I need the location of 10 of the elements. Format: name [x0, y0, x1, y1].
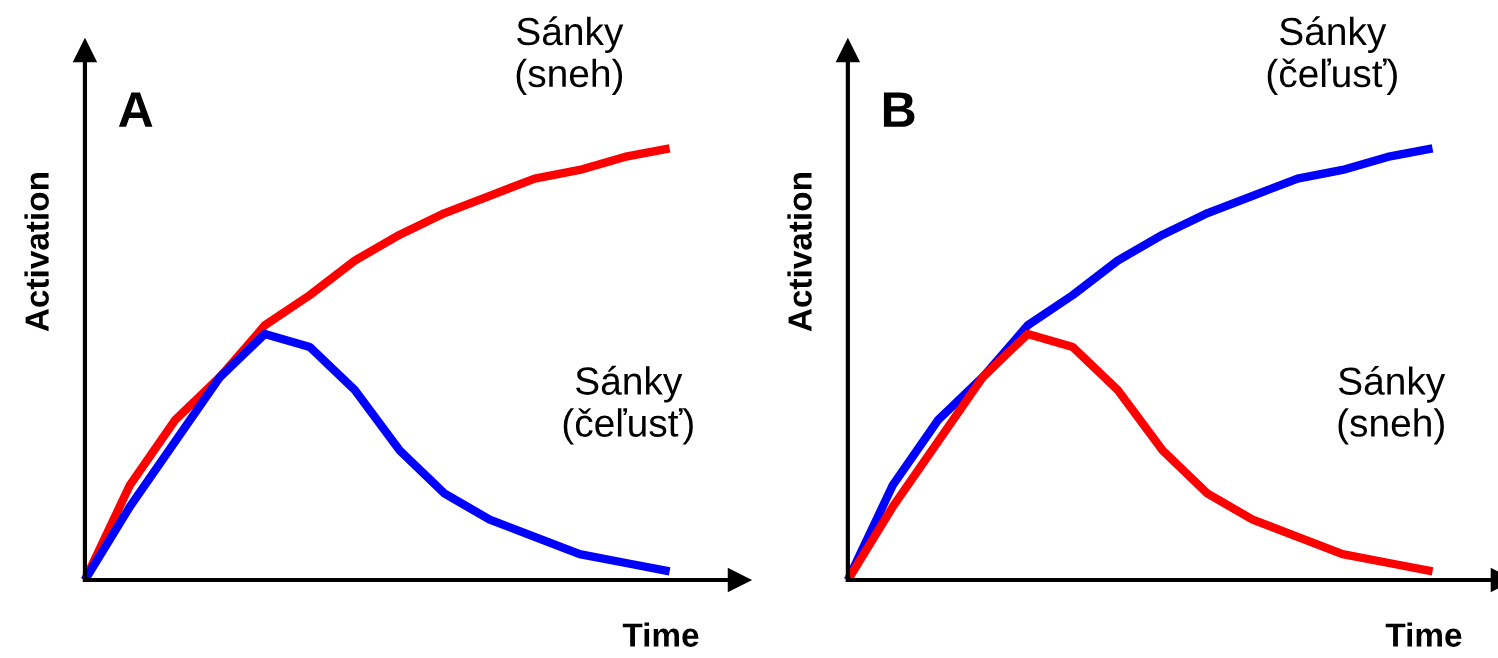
text: Sánky (sneh): [1338, 365, 1446, 445]
chart-title: B: [883, 92, 915, 127]
chart-title: A: [118, 92, 153, 127]
y-axis-title: Activation: [24, 173, 49, 332]
text: Sánky (čeľusť): [563, 365, 693, 445]
y-axis-title: Activation: [787, 173, 812, 332]
x-axis-title: Time: [622, 622, 699, 647]
series-label: Sánky (sneh): [516, 16, 624, 95]
x-axis-title: Time: [1385, 622, 1462, 647]
series-label: Sánky (čeľusť): [1267, 16, 1397, 95]
